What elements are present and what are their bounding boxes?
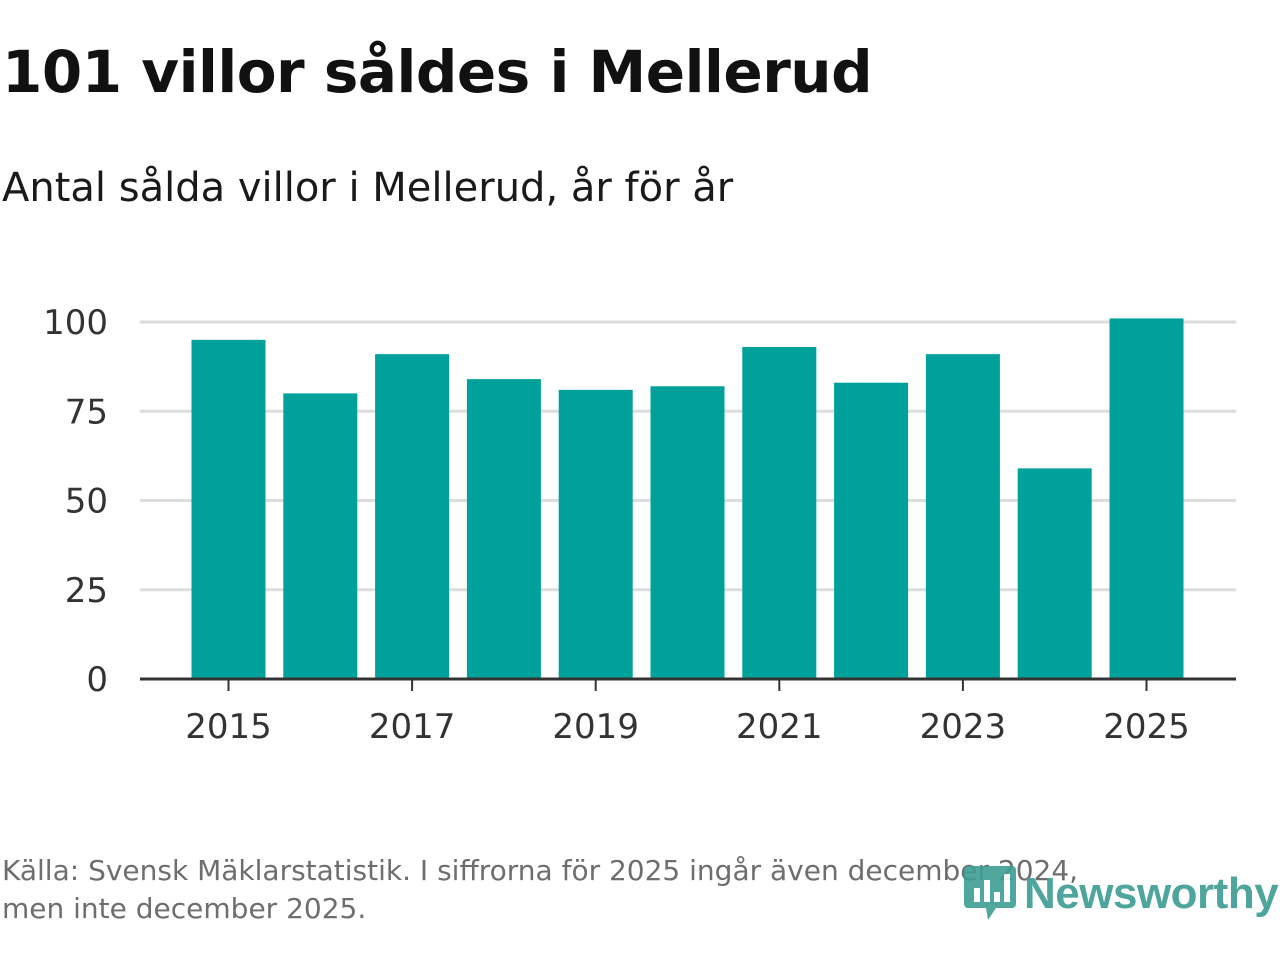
bar-2021 bbox=[742, 346, 817, 679]
newsworthy-chart-bubble-icon bbox=[964, 866, 1016, 920]
bar-2025 bbox=[1109, 318, 1184, 679]
bar-2024 bbox=[1017, 468, 1092, 679]
x-axis-tick-labels: 2015 2017 2019 2021 2023 2025 bbox=[185, 707, 1190, 747]
x-tick-label-2023: 2023 bbox=[920, 707, 1007, 747]
chart-title: 101 villor såldes i Mellerud bbox=[2, 38, 873, 106]
y-tick-label-75: 75 bbox=[65, 392, 108, 432]
chart-subtitle: Antal sålda villor i Mellerud, år för år bbox=[2, 165, 734, 211]
bar-2017 bbox=[375, 354, 450, 679]
x-tick-label-2019: 2019 bbox=[552, 707, 639, 747]
y-axis-tick-labels: 0 25 50 75 100 bbox=[43, 303, 108, 700]
source-note: Källa: Svensk Mäklarstatistik. I siffror… bbox=[2, 852, 1212, 928]
x-axis bbox=[140, 677, 1236, 691]
y-tick-label-25: 25 bbox=[65, 571, 108, 611]
bar-2023 bbox=[925, 354, 1000, 679]
x-tick-label-2015: 2015 bbox=[185, 707, 272, 747]
bars bbox=[191, 318, 1184, 679]
y-tick-label-0: 0 bbox=[86, 660, 108, 700]
bar-chart: 0 25 50 75 100 2015 2017 2019 2021 2023 2025 bbox=[43, 303, 1236, 747]
y-tick-label-100: 100 bbox=[43, 303, 108, 343]
source-note-line-1: Källa: Svensk Mäklarstatistik. I siffror… bbox=[2, 854, 1079, 887]
bar-2020 bbox=[650, 386, 725, 679]
bar-2016 bbox=[283, 393, 358, 679]
bar-2015 bbox=[191, 339, 266, 679]
newsworthy-brand: Newsworthy bbox=[962, 862, 1279, 926]
bar-2022 bbox=[834, 382, 909, 679]
x-tick-label-2021: 2021 bbox=[736, 707, 823, 747]
bar-2019 bbox=[558, 389, 633, 679]
x-tick-label-2025: 2025 bbox=[1103, 707, 1190, 747]
source-note-line-2: men inte december 2025. bbox=[2, 892, 367, 925]
bar-2018 bbox=[466, 379, 541, 679]
x-tick-label-2017: 2017 bbox=[369, 707, 456, 747]
brand-name: Newsworthy bbox=[1024, 869, 1279, 918]
y-tick-label-50: 50 bbox=[65, 482, 108, 522]
